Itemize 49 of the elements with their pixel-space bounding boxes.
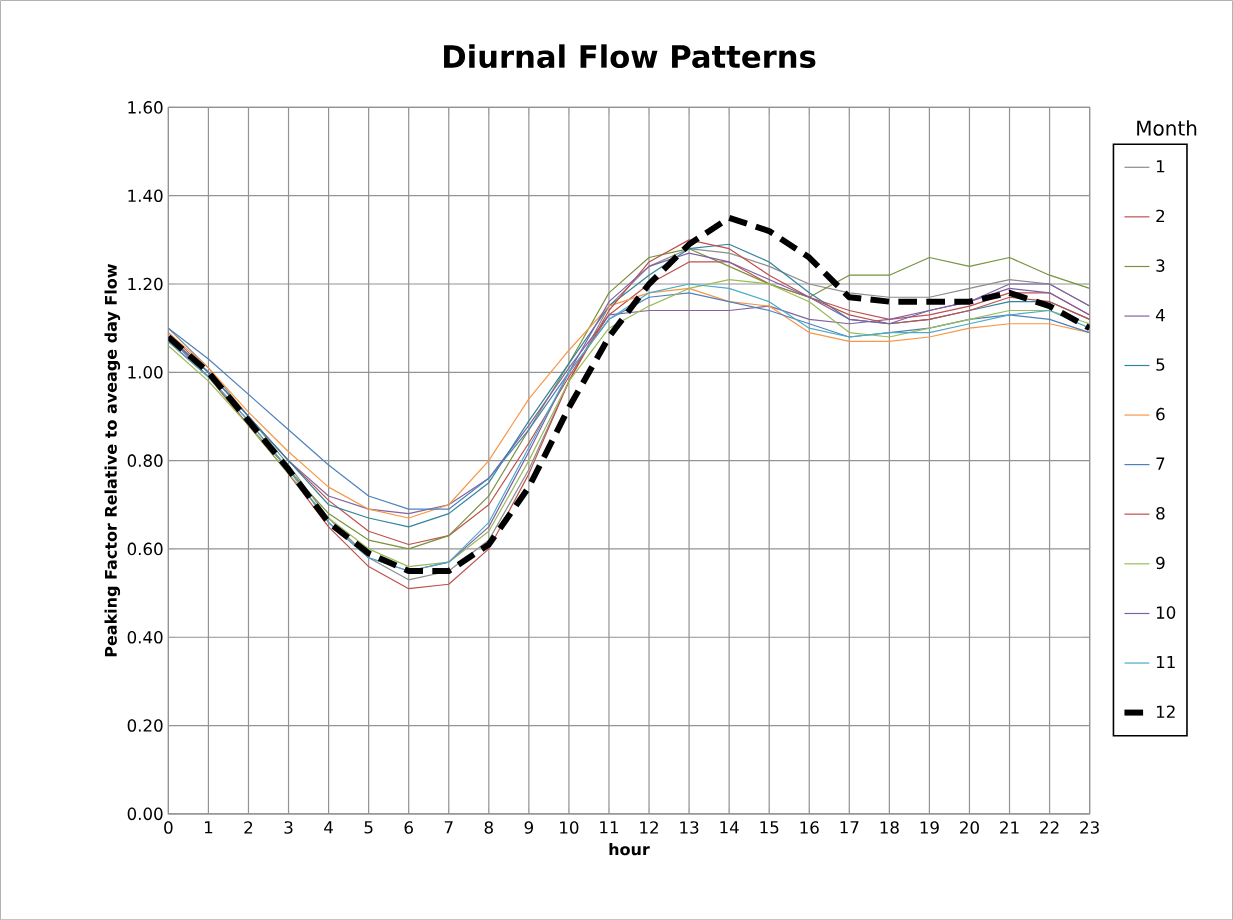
x-tick-label: 18 xyxy=(880,821,899,834)
x-tick-label: 3 xyxy=(284,821,293,834)
legend-label: 8 xyxy=(1156,506,1165,520)
x-tick-label: 4 xyxy=(324,821,333,834)
legend-label: 9 xyxy=(1156,556,1165,570)
x-tick-label: 15 xyxy=(760,821,779,834)
y-tick-label: 1.00 xyxy=(128,365,163,379)
x-tick-label: 22 xyxy=(1040,821,1059,834)
y-tick-label: 1.40 xyxy=(128,189,163,202)
y-tick-label: 0.20 xyxy=(127,719,163,732)
x-tick-label: 20 xyxy=(960,821,979,834)
legend-label: 10 xyxy=(1156,606,1176,619)
x-tick-label: 10 xyxy=(560,821,579,834)
legend-label: 2 xyxy=(1156,209,1165,222)
x-tick-label: 17 xyxy=(840,821,859,834)
y-tick-label: 0.00 xyxy=(127,807,163,820)
x-tick-label: 7 xyxy=(444,821,453,834)
y-tick-label: 0.80 xyxy=(127,454,163,467)
legend-label: 7 xyxy=(1156,457,1165,470)
x-tick-label: 0 xyxy=(164,821,173,834)
legend-title: Month xyxy=(1137,120,1197,136)
x-tick-label: 8 xyxy=(484,821,493,834)
legend-label: 12 xyxy=(1156,705,1175,718)
x-tick-label: 5 xyxy=(364,821,373,834)
x-tick-label: 21 xyxy=(1000,821,1019,834)
chart-title: Diurnal Flow Patterns xyxy=(444,44,816,68)
y-tick-label: 1.20 xyxy=(128,277,163,291)
x-tick-label: 16 xyxy=(800,821,819,834)
y-tick-label: 0.40 xyxy=(127,630,163,644)
legend-label: 5 xyxy=(1156,358,1165,371)
y-tick-label: 1.60 xyxy=(128,100,163,114)
legend-label: 1 xyxy=(1156,160,1165,173)
x-tick-label: 11 xyxy=(600,821,619,834)
legend-label: 3 xyxy=(1156,259,1165,272)
x-tick-label: 6 xyxy=(404,821,413,834)
legend-label: 4 xyxy=(1155,308,1165,322)
x-tick-label: 19 xyxy=(920,821,939,834)
x-tick-label: 14 xyxy=(720,821,739,834)
x-axis-title: hour xyxy=(609,842,650,856)
y-tick-label: 0.60 xyxy=(127,542,163,556)
x-tick-label: 23 xyxy=(1080,821,1099,834)
y-axis-title: Peaking Factor Relative to aveage day Flow xyxy=(104,263,121,657)
x-tick-label: 2 xyxy=(244,821,253,834)
x-tick-label: 12 xyxy=(640,821,658,834)
legend-label: 6 xyxy=(1156,407,1165,421)
x-tick-label: 1 xyxy=(204,821,213,834)
legend-label: 11 xyxy=(1156,655,1175,668)
x-tick-label: 13 xyxy=(680,821,699,834)
x-tick-label: 9 xyxy=(524,821,533,834)
